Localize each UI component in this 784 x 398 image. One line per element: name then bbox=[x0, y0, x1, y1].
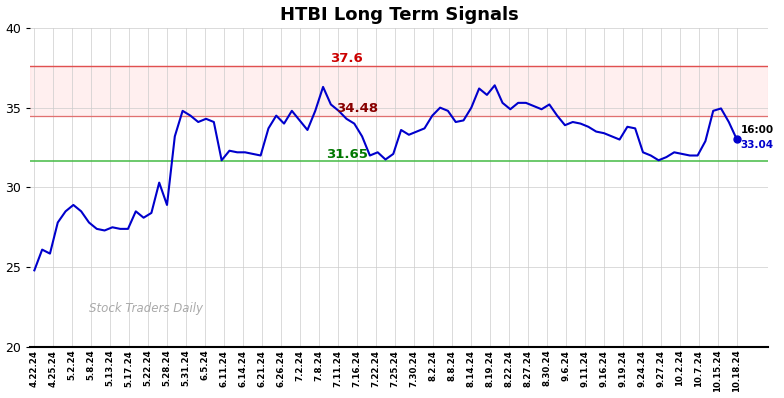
Text: 37.6: 37.6 bbox=[330, 52, 363, 65]
Bar bbox=[31, 66, 768, 116]
Text: 31.65: 31.65 bbox=[326, 148, 368, 160]
Title: HTBI Long Term Signals: HTBI Long Term Signals bbox=[280, 6, 518, 23]
Text: 16:00: 16:00 bbox=[741, 125, 774, 135]
Text: Stock Traders Daily: Stock Traders Daily bbox=[89, 302, 203, 315]
Text: 34.48: 34.48 bbox=[336, 102, 379, 115]
Text: 33.04: 33.04 bbox=[741, 140, 774, 150]
